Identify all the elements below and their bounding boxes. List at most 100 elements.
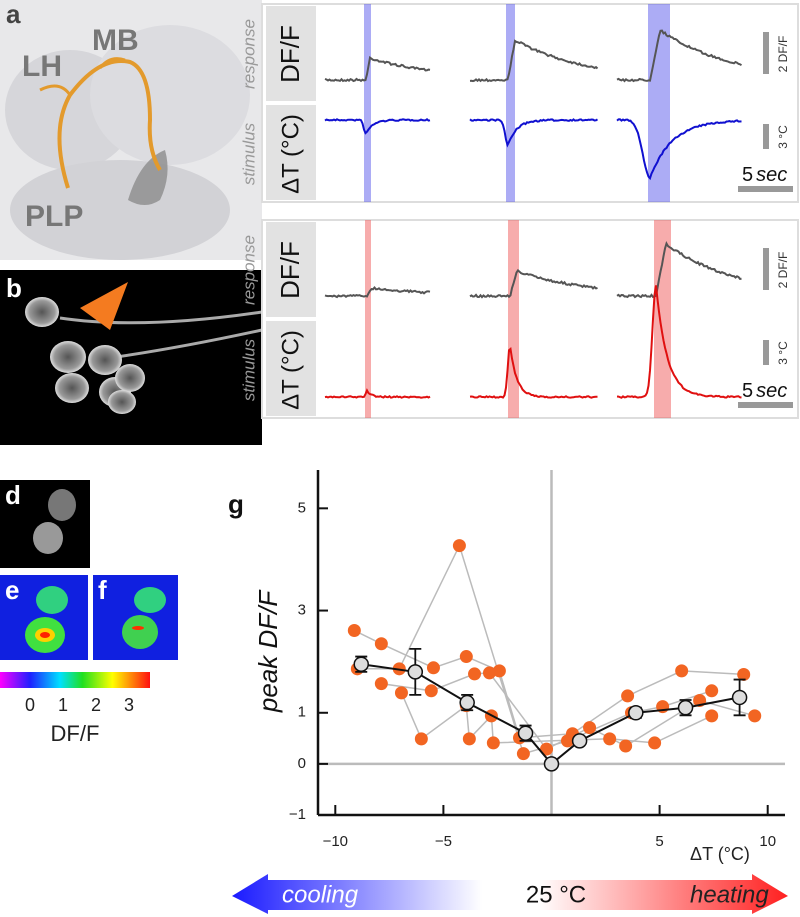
individual-point — [394, 686, 408, 700]
cell-body — [25, 297, 59, 327]
individual-point — [648, 736, 662, 750]
cell-response — [134, 587, 166, 613]
individual-point — [492, 664, 506, 678]
panel-c: c — [261, 1, 799, 419]
colorbar-label: DF/F — [51, 721, 100, 746]
time-scale-label: 5 sec — [742, 380, 787, 402]
block-frame — [261, 3, 799, 203]
individual-point — [737, 667, 751, 681]
block-frame — [261, 219, 799, 419]
cell-body — [115, 364, 145, 392]
micrograph — [0, 270, 262, 445]
time-scale-unit: sec — [756, 380, 787, 402]
stimulus-trace — [616, 285, 742, 399]
mean-point — [353, 656, 369, 672]
row-label: DF/F — [275, 241, 305, 299]
individual-point — [540, 742, 554, 756]
x-tick-label: −5 — [435, 833, 452, 850]
time-scale-value: 5 — [742, 380, 753, 402]
cell-body — [108, 390, 136, 414]
individual-point — [374, 677, 388, 691]
x-tick-label: 10 — [759, 833, 776, 850]
stimulus-window — [654, 220, 671, 418]
response-trace — [469, 39, 599, 83]
scale-label: 3 °C — [776, 125, 790, 149]
individual-point — [583, 721, 597, 735]
scale-bar — [763, 248, 769, 290]
region-label: PLP — [25, 200, 83, 233]
panel-label: d — [5, 480, 21, 510]
individual-line — [353, 629, 744, 739]
individual-point — [482, 666, 496, 680]
individual-point — [619, 739, 633, 753]
stimulus-window — [506, 4, 515, 202]
neuron-branch — [39, 57, 126, 96]
row-label-box — [266, 105, 316, 200]
individual-point — [347, 623, 361, 637]
response-trace — [324, 285, 431, 299]
time-scale-unit: sec — [756, 164, 787, 186]
region-label: MB — [92, 24, 139, 57]
time-scale-label: 5 sec — [742, 164, 787, 186]
x-axis-label: ΔT (°C) — [690, 844, 750, 864]
individual-point — [374, 637, 388, 651]
colorbar-tick-label: 0 — [25, 695, 35, 715]
y-axis-label: peak DF/F — [253, 589, 283, 713]
panel-label: a — [6, 0, 21, 29]
time-scale-bar — [738, 402, 793, 408]
y-tick-label: 1 — [298, 704, 306, 721]
cell-body — [50, 341, 86, 373]
mean-point — [571, 733, 588, 749]
time-scale-bar — [738, 186, 793, 192]
individual-point — [414, 732, 428, 746]
mean-point — [459, 694, 475, 711]
colorbar-tick-label: 3 — [124, 695, 134, 715]
individual-point — [705, 709, 719, 723]
row-label: DF/F — [275, 25, 305, 83]
neuron-trace — [57, 59, 162, 189]
individual-point — [675, 664, 689, 678]
individual-point — [426, 661, 440, 675]
mean-point — [731, 689, 748, 706]
colorbar-tick-label: 2 — [91, 695, 101, 715]
side-label: response — [239, 19, 258, 89]
temperature-arrow — [232, 874, 788, 914]
side-label: stimulus — [239, 122, 258, 185]
stimulus-trace — [324, 118, 431, 135]
individual-point — [560, 734, 574, 748]
panel-label: g — [228, 489, 244, 519]
individual-point — [621, 689, 635, 703]
stimulus-window — [648, 4, 670, 202]
heating-label: heating — [690, 881, 769, 908]
response-trace — [616, 240, 742, 299]
row-label: ΔT (°C) — [277, 114, 304, 194]
individual-point — [486, 736, 500, 750]
individual-point — [452, 539, 466, 553]
individual-point — [705, 684, 719, 698]
scale-bar — [763, 32, 769, 74]
cell-body — [55, 373, 89, 403]
y-tick-label: 0 — [298, 755, 306, 772]
stimulus-trace — [469, 346, 598, 399]
panel-label: e — [5, 575, 19, 605]
scale-bar — [763, 124, 769, 149]
response-trace — [324, 55, 431, 83]
side-label: response — [239, 235, 258, 305]
panel-b: b — [0, 270, 263, 445]
cell-body — [88, 345, 122, 375]
row-label-box — [266, 321, 316, 416]
mean-point — [517, 725, 534, 741]
mean-point — [543, 756, 560, 772]
side-label: stimulus — [239, 338, 258, 401]
scale-label: 2 DF/F — [776, 252, 790, 289]
cell-response — [36, 586, 68, 614]
mean-point — [677, 699, 694, 716]
individual-point — [424, 684, 438, 698]
individual-point — [603, 732, 617, 746]
row-label: ΔT (°C) — [277, 330, 304, 410]
individual-point — [748, 709, 762, 723]
y-tick-label: −1 — [289, 806, 306, 823]
cell-body — [48, 489, 76, 521]
colorbar — [0, 672, 150, 688]
